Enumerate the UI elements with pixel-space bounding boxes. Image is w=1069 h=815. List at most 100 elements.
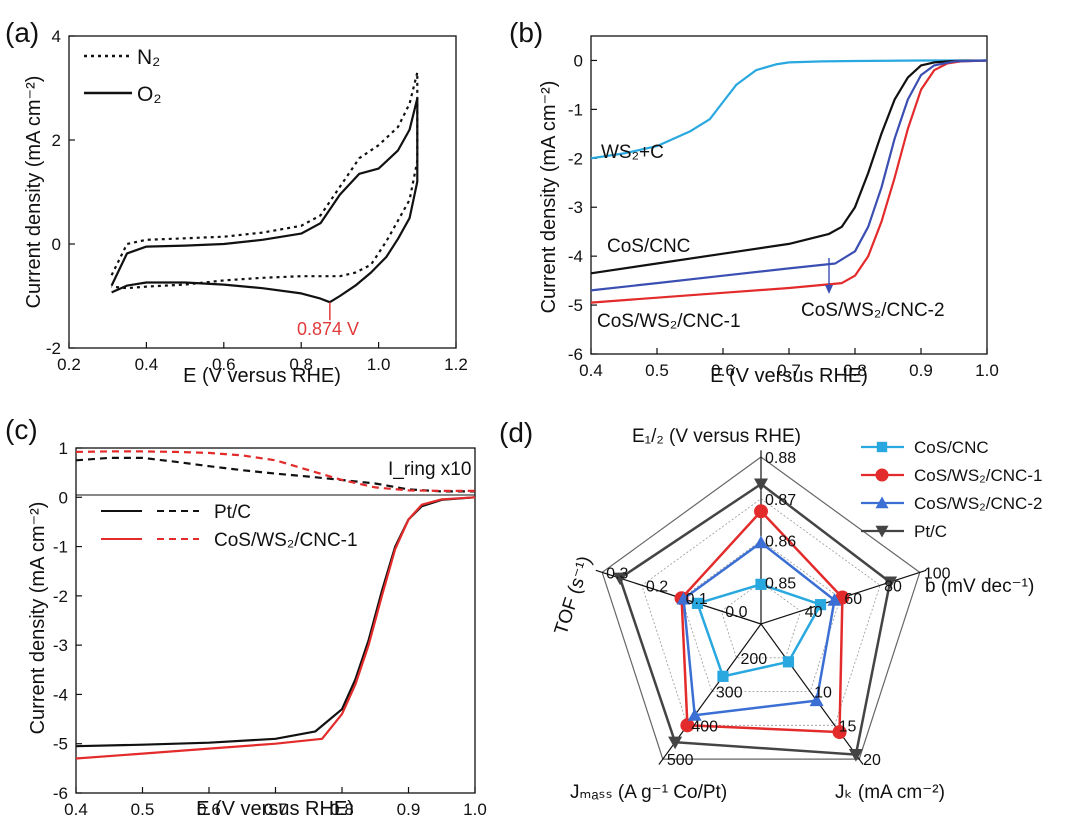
panel-c-xtick-label: 0.9 [397,800,421,815]
legend-cos-label: CoS/WS₂/CNC-1 [214,530,358,551]
radar-series-cos-ws-cnc-2 [682,541,836,717]
panel-a-ytick-label: -2 [46,339,61,358]
panel-d: (d) 0.85 0.86 0.87 0.88 40 60 80 100 10 15 20 200 30… [499,417,1042,803]
panel-c-ytick-label: -2 [53,587,68,606]
radar-ring [720,581,802,659]
panel-a-frame [68,35,457,349]
radar-marker [848,749,863,762]
peak-annotation: 0.874 V [297,319,359,339]
radar-marker [875,496,889,509]
panel-a: (a) 0.2 0.4 0.6 0.8 1.0 1.2 -2 0 2 4 N₂ O₂ 0.874 … [5,17,468,387]
panel-b-ytick-label: -4 [568,247,583,266]
panel-b-series-cos-ws-cnc-1 [590,59,988,304]
radar-tick-label: 0.85 [765,575,796,592]
radar-marker [691,597,704,609]
axis-e12-label: E₁/₂ (V versus RHE) [632,426,801,447]
label-cos-cnc: CoS/CNC [607,236,690,257]
radar-spoke [760,623,864,765]
panel-a-xtick-label: 0.2 [57,355,81,374]
legend-ptc-label: Pt/C [214,502,251,523]
radar-tick-label: 500 [667,752,694,769]
radar-ring [681,540,841,692]
radar-tick-label: 100 [924,565,951,582]
panel-b-xtick-label: 0.9 [909,361,933,380]
panel-a-label: (a) [5,17,39,48]
panel-c-series-cos-ws-cnc-1 [75,496,476,760]
radar-marker [754,478,768,492]
radar-tick-label: 0.88 [765,450,796,467]
radar-tick-label: 0.2 [646,578,668,595]
panel-a-xlabel: E (V versus RHE) [183,365,341,387]
radar-marker [755,578,767,590]
radar-marker [680,718,695,733]
radar-tick-label: 15 [839,718,857,735]
panel-a-xtick-label: 1.0 [367,355,391,374]
panel-a-xtick-label: 0.6 [212,355,236,374]
panel-a-ytick-label: 4 [52,27,61,46]
panel-d-legend: CoS/CNC CoS/WS₂/CNC-1 CoS/WS₂/CNC-2 Pt/C [861,438,1042,541]
panel-c: (c) 0.4 0.5 0.6 0.7 0.8 0.9 1.0-6-5-4-3-2-101 … [5,414,487,815]
panel-a-ylabel: Current density (mA cm⁻²) [23,76,45,309]
panel-c-label: (c) [5,414,38,445]
ring-annotation: I_ring x10 [388,459,471,480]
panel-c-ytick-label: -5 [53,735,68,754]
radar-tick-label: 60 [844,591,862,608]
axis-jk-label: Jₖ (mA cm⁻²) [835,782,945,803]
radar-tick-label: 0.87 [765,492,796,509]
radar-series-cos-cnc [695,582,823,678]
panel-a-ytick-label: 0 [52,235,61,254]
radar-marker [875,525,889,538]
panel-c-ytick-label: -3 [53,636,68,655]
panel-b-xtick-label: 0.6 [711,361,735,380]
panel-c-series-pt-c-ring [75,456,475,493]
radar-marker [835,590,850,605]
radar-tick-label: 0.0 [725,604,747,621]
panel-b-series-cos-cnc [590,59,988,275]
panel-c-ytick-label: -1 [53,538,68,557]
radar-marker [754,504,768,519]
radar-marker [687,708,702,721]
panel-b-xtick-label: 0.8 [843,361,867,380]
radar-marker [883,576,898,590]
panel-c-frame [75,447,476,794]
legend-label: CoS/CNC [914,438,989,457]
radar-marker [717,670,729,682]
panel-b-ylabel: Current density (mA cm⁻²) [538,81,560,314]
panel-c-xtick-label: 0.7 [264,800,288,815]
panel-c-ytick-label: -6 [53,784,68,803]
radar-tick-label: 300 [716,685,743,702]
panel-a-legend: N₂ O₂ [84,46,162,106]
radar-marker [676,591,691,605]
axis-tof-label: TOF (s⁻¹) [551,554,596,638]
radar-marker [814,599,827,611]
panel-b-xtick-label: 0.5 [645,361,669,380]
panel-c-ytick-label: 1 [59,439,68,458]
legend-label: CoS/WS₂/CNC-2 [914,494,1042,513]
radar-marker [875,468,889,482]
legend-n2-label: N₂ [137,46,160,69]
arrow-head [825,285,833,294]
radar-marker [876,441,888,453]
panel-a-xtick-label: 1.2 [444,355,468,374]
axis-b-label: b (mV dec⁻¹) [925,576,1034,597]
panel-c-ylabel: Current density (mA cm⁻²) [27,502,49,735]
radar-series-pt-c [618,482,892,756]
radar-ring [601,456,921,760]
panel-b-series-ws-c [590,59,987,160]
panel-c-series-cos-ws-cnc-1-ring [75,450,475,492]
radar-marker [754,535,768,549]
label-cos-ws2-cnc-2: CoS/WS₂/CNC-2 [801,300,945,321]
panel-b-ytick-label: -1 [568,100,583,119]
panel-b-label: (b) [509,17,543,48]
radar-tick-label: 0.3 [606,565,628,582]
legend-label: CoS/WS₂/CNC-1 [914,466,1042,485]
panel-c-ytick-label: 0 [59,488,68,507]
panel-a-xtick-label: 0.4 [135,355,159,374]
radar-series-cos-ws-cnc-1 [680,509,844,734]
radar-marker [668,736,683,750]
radar-tick-label: 0.86 [765,534,796,551]
panel-c-xtick-label: 0.6 [197,800,221,815]
panel-b-xtick-label: 0.7 [777,361,801,380]
label-cos-ws2-cnc-1: CoS/WS₂/CNC-1 [597,311,741,332]
panel-b-series-cos-ws-cnc-2 [590,59,988,292]
